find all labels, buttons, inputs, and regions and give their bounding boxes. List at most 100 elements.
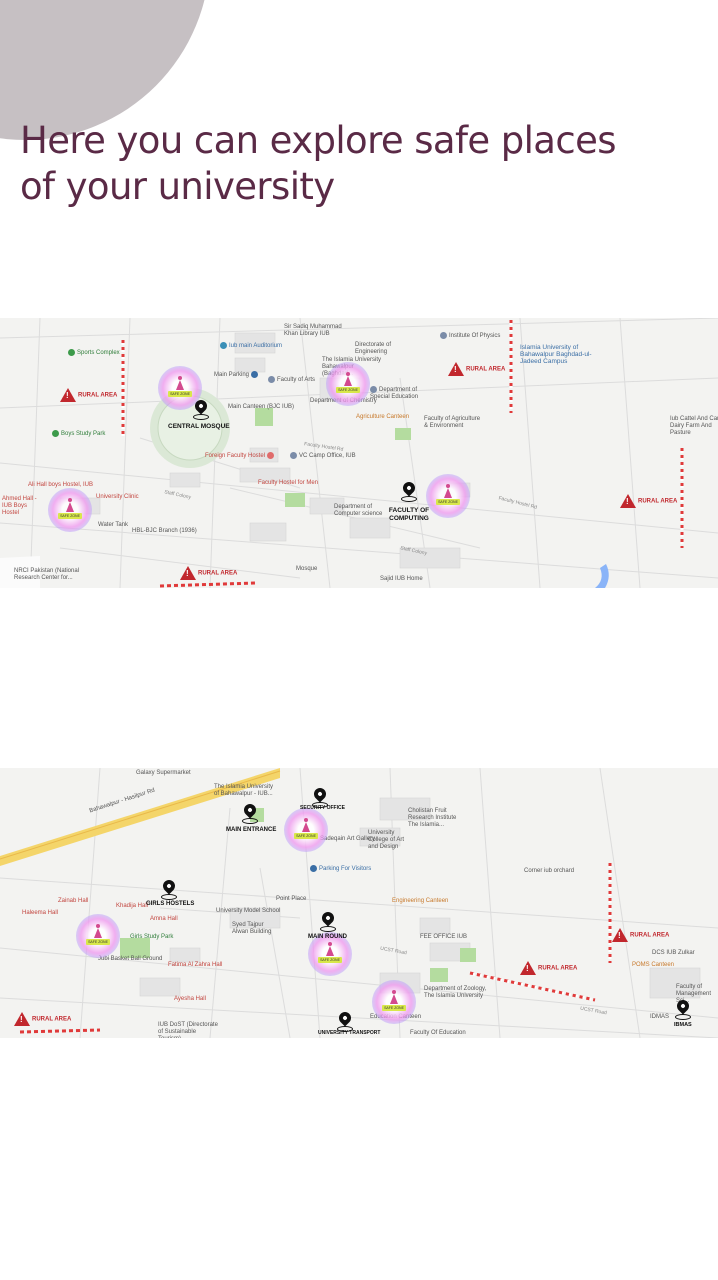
headline-line-2: of your university [20, 165, 335, 208]
map-pin-icon[interactable] [311, 785, 329, 810]
poi-faculty-education[interactable]: Faculty Of Education [410, 1030, 466, 1036]
map-pin-icon[interactable] [336, 1009, 354, 1034]
safe-zone-marker[interactable]: SAFE ZONE [308, 932, 352, 976]
poi-institute-physics[interactable]: Institute Of Physics [440, 332, 500, 340]
woman-icon [344, 372, 352, 386]
poi-engineering-canteen[interactable]: Engineering Canteen [392, 898, 449, 904]
pin-label-main-entrance[interactable]: MAIN ENTRANCE [226, 827, 277, 833]
poi-nrci[interactable]: NRCI Pakistan (National Research Center … [14, 568, 80, 581]
building-icon [370, 386, 377, 393]
poi-haleema-hall[interactable]: Haleema Hall [22, 910, 59, 916]
poi-islamia-university[interactable]: The Islamia University of Bahawalpur - I… [214, 784, 274, 797]
woman-icon [326, 942, 334, 956]
poi-parking-visitors[interactable]: Parking For Visitors [310, 865, 371, 873]
poi-syed-tajpur[interactable]: Syed Tajpur Alwan Building [232, 922, 272, 935]
rural-area-marker[interactable]: RURAL AREA [180, 566, 237, 580]
poi-agriculture-canteen[interactable]: Agriculture Canteen [356, 414, 410, 420]
poi-sports-complex[interactable]: Sports Complex [68, 349, 120, 357]
map-pin-icon[interactable] [674, 997, 692, 1022]
park-icon [52, 430, 59, 437]
poi-main-canteen[interactable]: Main Canteen (BJC IUB) [228, 404, 295, 410]
safe-zone-marker[interactable]: SAFE ZONE [76, 914, 120, 958]
rural-area-marker[interactable]: RURAL AREA [448, 362, 505, 376]
poi-water-tank[interactable]: Water Tank [98, 522, 129, 528]
park-icon [68, 349, 75, 356]
poi-faculty-hostel-men[interactable]: Faculty Hostel for Men [258, 480, 319, 486]
pin-label-girls-hostels[interactable]: GIRLS HOSTELS [146, 901, 195, 907]
warning-icon [448, 362, 464, 376]
poi-iub-dost[interactable]: IUB DoST (Directorate of Sustainable Tou… [158, 1022, 218, 1038]
poi-dcs-canteen[interactable]: DCS IUB Zulkar [652, 950, 695, 956]
map-pin-icon[interactable] [241, 801, 259, 826]
campus-map-1[interactable]: Sports Complex Iub main Auditorium Sir S… [0, 318, 718, 588]
woman-icon [390, 990, 398, 1004]
poi-dept-zoology[interactable]: Department of Zoology, The Islamia Unive… [424, 986, 487, 999]
poi-zainab-hall[interactable]: Zainab Hall [58, 898, 89, 904]
poi-directorate-engineering[interactable]: Directorate of Engineering [355, 342, 392, 355]
poi-corner-orchard[interactable]: Corner iub orchard [524, 868, 575, 874]
poi-khadija-hall[interactable]: Khadija Hall [116, 903, 149, 909]
poi-faculty-agriculture[interactable]: Faculty of Agriculture & Environment [424, 416, 481, 429]
map-pin-icon[interactable] [160, 877, 178, 902]
poi-faculty-arts[interactable]: Faculty of Arts [268, 376, 315, 384]
poi-hbl-branch[interactable]: HBL-BJC Branch (1936) [132, 528, 197, 534]
pin-label-security-office[interactable]: SECURITY OFFICE [300, 805, 345, 811]
poi-cholistan-institute[interactable]: Cholistan Fruit Research Institute The I… [408, 808, 457, 828]
safe-zone-marker[interactable]: SAFE ZONE [372, 980, 416, 1024]
poi-vc-camp-office[interactable]: VC Camp Office, IUB [290, 452, 356, 460]
poi-main-parking[interactable]: Main Parking [214, 371, 260, 379]
map-pin-icon[interactable] [192, 397, 210, 422]
venue-icon [220, 342, 227, 349]
poi-cattel-dairy[interactable]: Iub Cattel And Camel Dairy Farm And Past… [670, 416, 718, 436]
rural-area-marker[interactable]: RURAL AREA [520, 961, 577, 975]
poi-amna-hall[interactable]: Amna Hall [150, 916, 178, 922]
poi-girls-study-park[interactable]: Girls Study Park [130, 934, 174, 940]
pin-label-main-round[interactable]: MAIN ROUND [308, 934, 347, 940]
poi-islamia-campus[interactable]: Islamia University of Bahawalpur Baghdad… [520, 344, 592, 365]
woman-icon [302, 818, 310, 832]
safe-zone-marker[interactable]: SAFE ZONE [284, 808, 328, 852]
poi-basket-ball-ground[interactable]: Jubi Basket Ball Ground [98, 956, 163, 962]
poi-college-art-design[interactable]: University College of Art and Design [368, 830, 405, 850]
pin-label-ibmas[interactable]: IBMAS [674, 1022, 692, 1028]
woman-icon [444, 484, 452, 498]
pin-label-faculty-computing[interactable]: FACULTY OF COMPUTING [388, 507, 430, 522]
poi-art-gallery[interactable]: Sadeqain Art Gallery [320, 836, 376, 842]
poi-special-education[interactable]: Department of Special Education [370, 386, 419, 401]
poi-foreign-faculty-hostel[interactable]: Foreign Faculty Hostel [205, 452, 276, 460]
parking-icon [310, 865, 317, 872]
map-pin-icon[interactable] [319, 909, 337, 934]
rural-area-marker[interactable]: RURAL AREA [14, 1012, 71, 1026]
poi-university-clinic[interactable]: University Clinic [96, 494, 139, 500]
headline-line-1: Here you can explore safe places [20, 119, 617, 162]
poi-main-auditorium[interactable]: Iub main Auditorium [220, 342, 282, 350]
safe-zone-marker[interactable]: SAFE ZONE [426, 474, 470, 518]
map-pin-icon[interactable] [400, 479, 418, 504]
warning-icon [180, 566, 196, 580]
poi-ali-hall-hostel[interactable]: Ali Hall boys Hostel, IUB [28, 482, 94, 488]
poi-university-model-school[interactable]: University Model School [216, 908, 281, 914]
rural-area-marker[interactable]: RURAL AREA [620, 494, 677, 508]
poi-fatima-hall[interactable]: Fatima Al Zahra Hall [168, 962, 223, 968]
page-headline: Here you can explore safe places of your … [20, 118, 710, 210]
poi-ayesha-hall[interactable]: Ayesha Hall [174, 996, 206, 1002]
poi-fee-office[interactable]: FEE OFFICE IUB [420, 934, 468, 940]
poi-galaxy-supermarket[interactable]: Galaxy Supermarket [136, 770, 191, 776]
safe-zone-marker[interactable]: SAFE ZONE [326, 362, 370, 406]
poi-poms-canteen[interactable]: POMS Canteen [632, 962, 675, 968]
poi-point-place[interactable]: Point Place [276, 896, 307, 902]
safe-zone-marker[interactable]: SAFE ZONE [48, 488, 92, 532]
poi-ahmed-hall[interactable]: Ahmed Hall - IUB Boys Hostel [2, 496, 37, 516]
rural-area-marker[interactable]: RURAL AREA [60, 388, 117, 402]
poi-mosque[interactable]: Mosque [296, 566, 318, 572]
poi-boys-study-park[interactable]: Boys Study Park [52, 430, 105, 438]
pin-label-central-mosque[interactable]: CENTRAL MOSQUE [168, 423, 230, 430]
rural-area-marker[interactable]: RURAL AREA [612, 928, 669, 942]
woman-icon [94, 924, 102, 938]
campus-map-2[interactable]: Bahawalpur - Hasilpur Rd UCST Road UCST … [0, 768, 718, 1038]
poi-idmas[interactable]: IDMAS [650, 1014, 670, 1020]
poi-dept-computer-science[interactable]: Department of Computer science [334, 504, 383, 517]
poi-library[interactable]: Sir Sadiq Muhammad Khan Library IUB [284, 324, 342, 337]
poi-sajid-home[interactable]: Sajid IUB Home [380, 576, 423, 582]
pin-label-university-transport[interactable]: UNIVERSITY TRANSPORT [318, 1030, 381, 1036]
